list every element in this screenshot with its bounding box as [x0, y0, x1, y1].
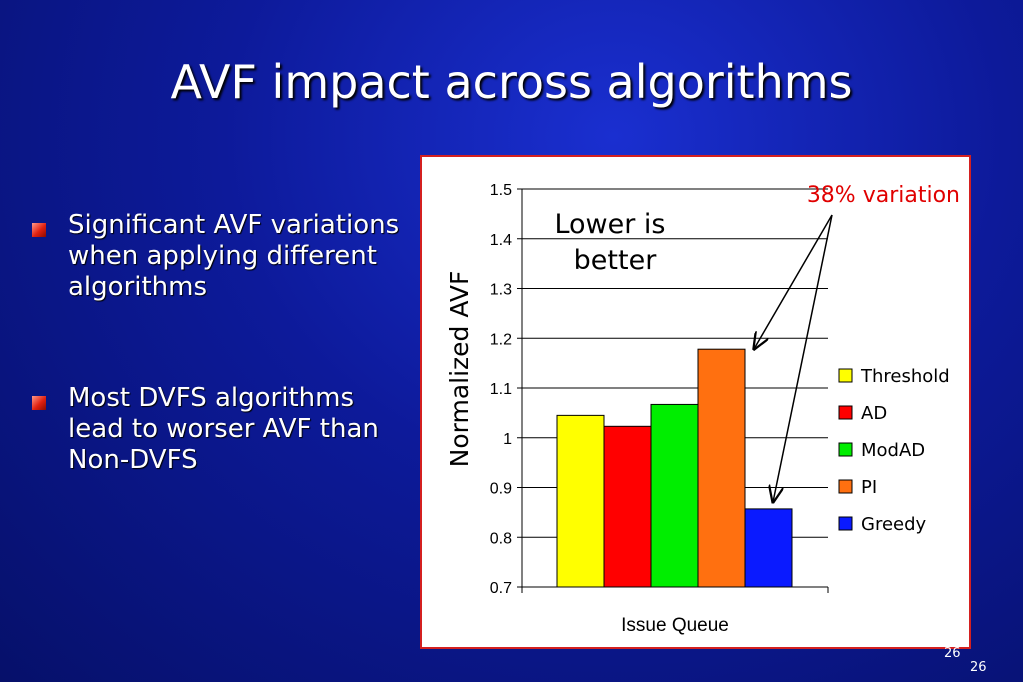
bar-threshold [556, 414, 605, 588]
legend-swatch [838, 479, 853, 494]
page-number: 26 [944, 646, 961, 661]
bullet-marker-icon [32, 396, 46, 410]
legend-swatch [838, 368, 853, 383]
legend-swatch [838, 516, 853, 531]
y-tick-label: 0.9 [490, 481, 512, 498]
bullet-text: Significant AVF variations when applying… [68, 210, 400, 302]
y-axis-label: Normalized AVF [445, 271, 474, 468]
bar-chart: 0.7 0.8 0.9 1 1.1 1.2 1.3 1.4 1.5 Issue Queue Norm… [445, 182, 960, 636]
bar-ad [603, 425, 652, 588]
y-tick-label: 1.1 [490, 381, 512, 398]
x-axis-label: Issue Queue [621, 615, 729, 636]
legend-label: Threshold [860, 366, 950, 387]
slide-title: AVF impact across algorithms [170, 55, 853, 109]
bar-modad [650, 403, 699, 588]
y-tick-label: 1.5 [490, 182, 512, 199]
y-tick-label: 1 [503, 431, 512, 448]
y-tick-label: 1.2 [490, 331, 512, 348]
page-number-footer: 26 [970, 660, 987, 675]
y-tick-label: 1.3 [490, 282, 512, 299]
legend-label: PI [861, 477, 877, 498]
bullet-marker-icon [32, 223, 46, 237]
bar-pi [697, 348, 746, 588]
legend-label: AD [861, 403, 887, 424]
annotation-text: better [574, 245, 658, 276]
bullet-text: Most DVFS algorithms lead to worser AVF … [68, 383, 379, 475]
legend-label: Greedy [861, 514, 927, 535]
legend-label: ModAD [861, 440, 925, 461]
legend-swatch [838, 405, 853, 420]
y-tick-label: 0.8 [490, 530, 512, 547]
annotation-text: Lower is [554, 209, 665, 240]
chart-panel: 0.7 0.8 0.9 1 1.1 1.2 1.3 1.4 1.5 Issue Queue Norm… [420, 155, 971, 649]
y-tick-label: 0.7 [490, 580, 512, 597]
bar-greedy [744, 508, 793, 588]
bullet-item: Most DVFS algorithms lead to worser AVF … [30, 383, 410, 476]
arrow-to-greedy [773, 214, 833, 502]
bullet-list: Significant AVF variations when applying… [30, 210, 410, 476]
legend-swatch [838, 442, 853, 457]
variation-annotation: 38% variation [807, 183, 960, 208]
bullet-item: Significant AVF variations when applying… [30, 210, 410, 303]
y-tick-label: 1.4 [490, 232, 512, 249]
arrow-to-pi [754, 214, 833, 349]
